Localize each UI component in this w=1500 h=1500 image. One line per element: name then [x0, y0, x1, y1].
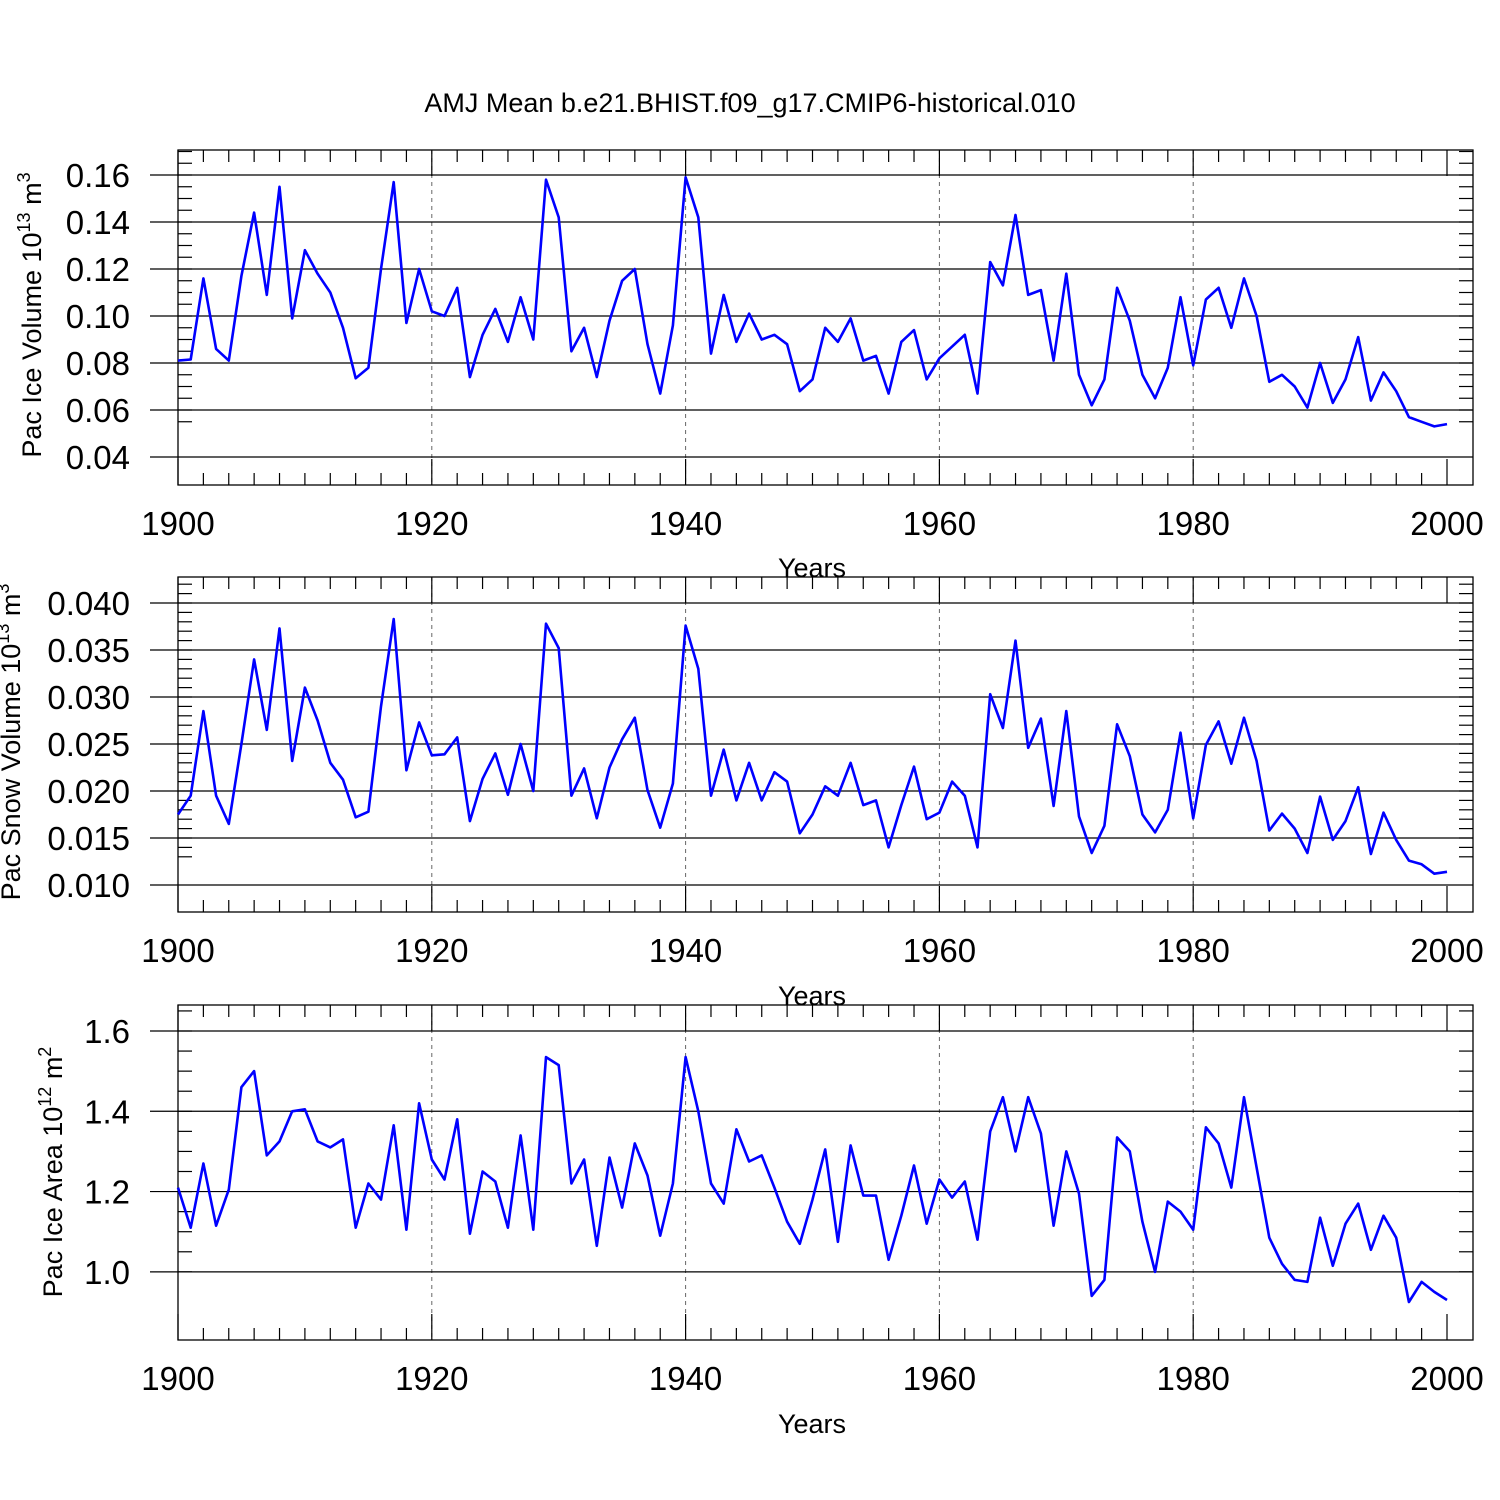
x-tick-label: 1900: [141, 505, 214, 542]
snow-volume-panel: 1900 1920 1940 1960 1980 2000 0.010 0.015 0.020 0…: [0, 576, 1484, 1011]
x-tick-label: 2000: [1410, 1360, 1483, 1397]
y-tick-label: 1.0: [84, 1254, 130, 1291]
x-axis-label: Years: [778, 1409, 846, 1439]
plot-frame: [177, 149, 1474, 486]
ice-volume-series-line: [177, 176, 1448, 428]
y-tick-label: 0.04: [66, 439, 130, 476]
x-tick-label: 1940: [649, 932, 722, 969]
y-tick-label: 0.16: [66, 157, 130, 194]
x-tick-label: 1940: [649, 505, 722, 542]
x-tick-label: 1980: [1156, 1360, 1229, 1397]
x-tick-label: 1960: [903, 932, 976, 969]
x-tick-label: 1960: [903, 505, 976, 542]
y-tick-label: 0.06: [66, 392, 130, 429]
y-tick-label: 0.14: [66, 204, 130, 241]
y-tick-label: 0.025: [47, 726, 130, 763]
y-tick-label: 1.6: [84, 1013, 130, 1050]
y-tick-label: 0.020: [47, 773, 130, 810]
y-tick-label: 0.08: [66, 345, 130, 382]
y-axis-label: Pac Snow Volume 1013 m3: [0, 584, 26, 901]
ice-area-panel: 1900 1920 1940 1960 1980 2000 1.0 1.2 1.4 1.6 Year…: [35, 1004, 1484, 1439]
snow-volume-series-line: [176, 617, 1448, 876]
x-tick-label: 1940: [649, 1360, 722, 1397]
y-tick-label: 0.035: [47, 632, 130, 669]
x-tick-label: 1920: [395, 505, 468, 542]
x-tick-label: 1960: [903, 1360, 976, 1397]
x-tick-label: 2000: [1410, 505, 1483, 542]
ice-area-series-line: [176, 1055, 1448, 1304]
y-tick-label: 1.4: [84, 1093, 130, 1130]
ice-volume-panel: 1900 1920 1940 1960 1980 2000 0.04 0.06 0.08 0.10…: [14, 149, 1484, 583]
x-tick-label: 2000: [1410, 932, 1483, 969]
y-tick-label: 0.010: [47, 867, 130, 904]
x-tick-label: 1920: [395, 1360, 468, 1397]
plot-frame: [177, 1004, 1474, 1341]
y-tick-label: 1.2: [84, 1174, 130, 1211]
x-tick-label: 1900: [141, 1360, 214, 1397]
y-tick-label: 0.10: [66, 298, 130, 335]
y-tick-label: 0.015: [47, 820, 130, 857]
y-tick-label: 0.030: [47, 679, 130, 716]
chart-title: AMJ Mean b.e21.BHIST.f09_g17.CMIP6-histo…: [424, 88, 1075, 118]
y-axis-label: Pac Ice Area 1012 m2: [35, 1047, 68, 1298]
x-tick-label: 1920: [395, 932, 468, 969]
y-axis-label: Pac Ice Volume 1013 m3: [14, 172, 47, 457]
x-tick-label: 1900: [141, 932, 214, 969]
x-tick-label: 1980: [1156, 932, 1229, 969]
x-tick-label: 1980: [1156, 505, 1229, 542]
y-tick-label: 0.12: [66, 251, 130, 288]
y-tick-label: 0.040: [47, 585, 130, 622]
